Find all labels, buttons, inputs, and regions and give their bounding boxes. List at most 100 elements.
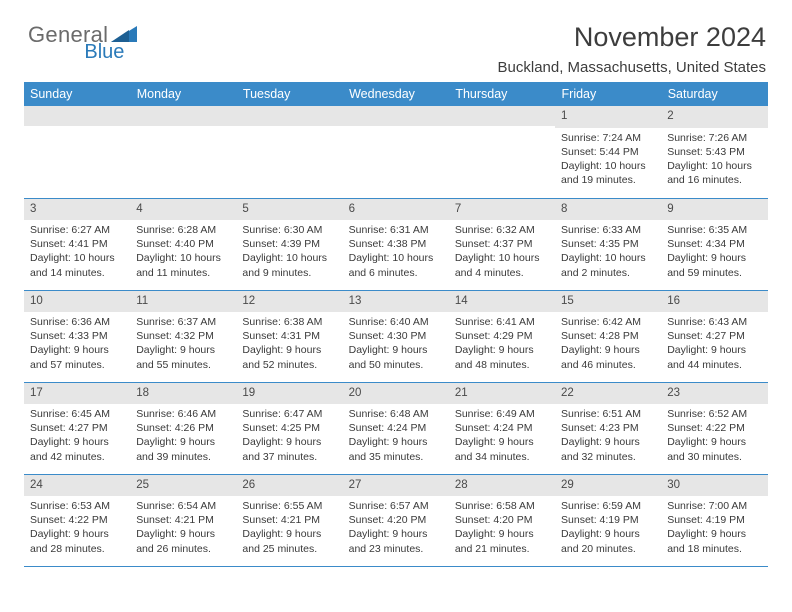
day-details: Sunrise: 6:31 AMSunset: 4:38 PMDaylight:…: [343, 220, 449, 283]
sunrise-text: Sunrise: 6:43 AM: [667, 315, 761, 329]
day-number: 20: [343, 383, 449, 405]
calendar-cell: 20 Sunrise: 6:48 AMSunset: 4:24 PMDayligh…: [343, 382, 449, 474]
daylight-text: Daylight: 9 hours and 48 minutes.: [455, 343, 549, 371]
calendar-cell: 23Sunrise: 6:52 AMSunset: 4:22 PMDayligh…: [661, 382, 767, 474]
empty-day-strip: [449, 106, 555, 126]
calendar-week-row: 3Sunrise: 6:27 AMSunset: 4:41 PMDaylight…: [24, 198, 768, 290]
sunset-text: Sunset: 4:40 PM: [136, 237, 230, 251]
day-number: 16: [661, 291, 767, 313]
day-number: 21: [449, 383, 555, 405]
sunrise-text: Sunrise: 6:45 AM: [30, 407, 124, 421]
sunrise-text: Sunrise: 6:59 AM: [561, 499, 655, 513]
day-number: 1: [555, 106, 661, 128]
calendar-cell: [24, 106, 130, 198]
calendar-cell: 5Sunrise: 6:30 AMSunset: 4:39 PMDaylight…: [236, 198, 342, 290]
day-number: 25: [130, 475, 236, 497]
day-number: 15: [555, 291, 661, 313]
sunset-text: Sunset: 4:29 PM: [455, 329, 549, 343]
calendar-cell: [343, 106, 449, 198]
day-details: Sunrise: 6:41 AMSunset: 4:29 PMDaylight:…: [449, 312, 555, 375]
calendar-cell: 4Sunrise: 6:28 AMSunset: 4:40 PMDaylight…: [130, 198, 236, 290]
day-number: 22: [555, 383, 661, 405]
day-number: 18: [130, 383, 236, 405]
day-details: Sunrise: 6:53 AMSunset: 4:22 PMDaylight:…: [24, 496, 130, 559]
day-details: Sunrise: 6:40 AMSunset: 4:30 PMDaylight:…: [343, 312, 449, 375]
empty-day-strip: [343, 106, 449, 126]
day-details: Sunrise: 6:49 AMSunset: 4:24 PMDaylight:…: [449, 404, 555, 467]
calendar-cell: [449, 106, 555, 198]
daylight-text: Daylight: 9 hours and 20 minutes.: [561, 527, 655, 555]
day-number: 27: [343, 475, 449, 497]
day-details: Sunrise: 6:52 AMSunset: 4:22 PMDaylight:…: [661, 404, 767, 467]
calendar-cell: 17Sunrise: 6:45 AMSunset: 4:27 PMDayligh…: [24, 382, 130, 474]
daylight-text: Daylight: 9 hours and 46 minutes.: [561, 343, 655, 371]
day-number: 19: [236, 383, 342, 405]
daylight-text: Daylight: 10 hours and 14 minutes.: [30, 251, 124, 279]
daylight-text: Daylight: 10 hours and 16 minutes.: [667, 159, 761, 187]
sunrise-text: Sunrise: 6:51 AM: [561, 407, 655, 421]
sunrise-text: Sunrise: 6:53 AM: [30, 499, 124, 513]
sunrise-text: Sunrise: 6:48 AM: [349, 407, 443, 421]
brand-logo: General Blue: [28, 22, 148, 48]
calendar-cell: 14Sunrise: 6:41 AMSunset: 4:29 PMDayligh…: [449, 290, 555, 382]
calendar-cell: 29Sunrise: 6:59 AMSunset: 4:19 PMDayligh…: [555, 474, 661, 566]
sunset-text: Sunset: 4:33 PM: [30, 329, 124, 343]
day-details: Sunrise: 6:36 AMSunset: 4:33 PMDaylight:…: [24, 312, 130, 375]
calendar-cell: 9Sunrise: 6:35 AMSunset: 4:34 PMDaylight…: [661, 198, 767, 290]
weekday-header: Monday: [130, 82, 236, 106]
daylight-text: Daylight: 9 hours and 52 minutes.: [242, 343, 336, 371]
daylight-text: Daylight: 9 hours and 42 minutes.: [30, 435, 124, 463]
day-details: Sunrise: 6:42 AMSunset: 4:28 PMDaylight:…: [555, 312, 661, 375]
sunset-text: Sunset: 4:19 PM: [667, 513, 761, 527]
calendar-cell: 25Sunrise: 6:54 AMSunset: 4:21 PMDayligh…: [130, 474, 236, 566]
day-details: Sunrise: 6:43 AMSunset: 4:27 PMDaylight:…: [661, 312, 767, 375]
weekday-header-row: SundayMondayTuesdayWednesdayThursdayFrid…: [24, 82, 768, 106]
day-number: 5: [236, 199, 342, 221]
sunrise-text: Sunrise: 6:36 AM: [30, 315, 124, 329]
sunset-text: Sunset: 4:24 PM: [349, 421, 443, 435]
day-number: 8: [555, 199, 661, 221]
sunset-text: Sunset: 4:23 PM: [561, 421, 655, 435]
calendar-cell: 13Sunrise: 6:40 AMSunset: 4:30 PMDayligh…: [343, 290, 449, 382]
sunset-text: Sunset: 5:44 PM: [561, 145, 655, 159]
sunset-text: Sunset: 4:27 PM: [30, 421, 124, 435]
daylight-text: Daylight: 9 hours and 30 minutes.: [667, 435, 761, 463]
calendar-cell: 19Sunrise: 6:47 AMSunset: 4:25 PMDayligh…: [236, 382, 342, 474]
daylight-text: Daylight: 9 hours and 23 minutes.: [349, 527, 443, 555]
sunset-text: Sunset: 4:34 PM: [667, 237, 761, 251]
day-details: Sunrise: 6:51 AMSunset: 4:23 PMDaylight:…: [555, 404, 661, 467]
sunrise-text: Sunrise: 6:55 AM: [242, 499, 336, 513]
sunset-text: Sunset: 4:27 PM: [667, 329, 761, 343]
sunrise-text: Sunrise: 6:37 AM: [136, 315, 230, 329]
calendar-cell: 12Sunrise: 6:38 AMSunset: 4:31 PMDayligh…: [236, 290, 342, 382]
brand-part2: Blue: [84, 41, 124, 64]
calendar-table: SundayMondayTuesdayWednesdayThursdayFrid…: [24, 82, 768, 567]
calendar-cell: 3Sunrise: 6:27 AMSunset: 4:41 PMDaylight…: [24, 198, 130, 290]
daylight-text: Daylight: 9 hours and 39 minutes.: [136, 435, 230, 463]
calendar-cell: 18Sunrise: 6:46 AMSunset: 4:26 PMDayligh…: [130, 382, 236, 474]
weekday-header: Thursday: [449, 82, 555, 106]
daylight-text: Daylight: 9 hours and 21 minutes.: [455, 527, 549, 555]
sunset-text: Sunset: 4:35 PM: [561, 237, 655, 251]
day-number: 4: [130, 199, 236, 221]
daylight-text: Daylight: 10 hours and 19 minutes.: [561, 159, 655, 187]
sunrise-text: Sunrise: 6:30 AM: [242, 223, 336, 237]
calendar-cell: 22Sunrise: 6:51 AMSunset: 4:23 PMDayligh…: [555, 382, 661, 474]
day-details: Sunrise: 6:27 AMSunset: 4:41 PMDaylight:…: [24, 220, 130, 283]
calendar-week-row: 24Sunrise: 6:53 AMSunset: 4:22 PMDayligh…: [24, 474, 768, 566]
calendar-cell: 24Sunrise: 6:53 AMSunset: 4:22 PMDayligh…: [24, 474, 130, 566]
day-number: 12: [236, 291, 342, 313]
daylight-text: Daylight: 9 hours and 57 minutes.: [30, 343, 124, 371]
sunset-text: Sunset: 4:21 PM: [242, 513, 336, 527]
sunrise-text: Sunrise: 6:54 AM: [136, 499, 230, 513]
daylight-text: Daylight: 9 hours and 35 minutes.: [349, 435, 443, 463]
day-details: Sunrise: 6:38 AMSunset: 4:31 PMDaylight:…: [236, 312, 342, 375]
sunset-text: Sunset: 4:24 PM: [455, 421, 549, 435]
day-number: 2: [661, 106, 767, 128]
calendar-cell: 1 Sunrise: 7:24 AMSunset: 5:44 PMDaylight…: [555, 106, 661, 198]
calendar-cell: 6Sunrise: 6:31 AMSunset: 4:38 PMDaylight…: [343, 198, 449, 290]
sunrise-text: Sunrise: 7:24 AM: [561, 131, 655, 145]
sunrise-text: Sunrise: 6:35 AM: [667, 223, 761, 237]
empty-day-strip: [24, 106, 130, 126]
sunrise-text: Sunrise: 6:57 AM: [349, 499, 443, 513]
